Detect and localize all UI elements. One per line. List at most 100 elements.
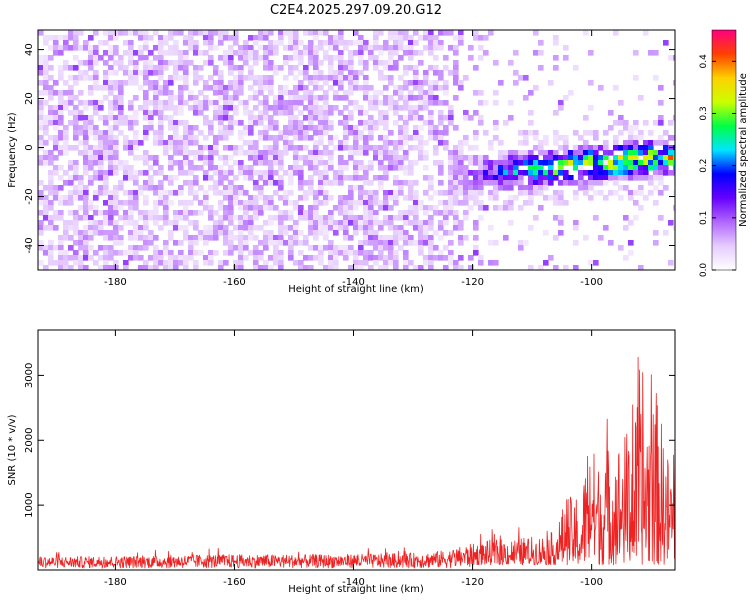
heatmap-cell — [283, 170, 289, 176]
heatmap-cell — [368, 100, 374, 106]
heatmap-cell — [263, 105, 269, 111]
heatmap-cell — [413, 50, 419, 56]
heatmap-cell — [88, 175, 94, 181]
heatmap-cell — [563, 145, 569, 151]
heatmap-cell — [343, 65, 349, 71]
heatmap-cell — [388, 165, 394, 171]
heatmap-cell — [93, 30, 99, 36]
heatmap-cell — [158, 60, 164, 66]
heatmap-cell — [278, 185, 284, 191]
heatmap-cell — [433, 150, 439, 156]
heatmap-cell — [68, 95, 74, 101]
heatmap-cell — [633, 155, 639, 161]
heatmap-cell — [528, 130, 534, 136]
heatmap-cell — [473, 30, 479, 36]
heatmap-cell — [118, 30, 124, 36]
heatmap-cell — [168, 80, 174, 86]
heatmap-cell — [243, 240, 249, 246]
heatmap-cell — [288, 145, 294, 151]
heatmap-cell — [628, 250, 634, 256]
heatmap-cell — [158, 180, 164, 186]
heatmap-cell — [148, 120, 154, 126]
heatmap-cell — [153, 100, 159, 106]
heatmap-cell — [73, 80, 79, 86]
heatmap-cell — [448, 115, 454, 121]
heatmap-cell — [153, 45, 159, 51]
heatmap-cell — [138, 225, 144, 231]
heatmap-cell — [598, 190, 604, 196]
heatmap-cell — [278, 150, 284, 156]
heatmap-cell — [293, 160, 299, 166]
heatmap-cell — [263, 55, 269, 61]
heatmap-cell — [643, 150, 649, 156]
heatmap-cell — [343, 200, 349, 206]
heatmap-cell — [63, 145, 69, 151]
heatmap-cell — [93, 205, 99, 211]
heatmap-cell — [118, 165, 124, 171]
heatmap-cell — [48, 255, 54, 261]
heatmap-cell — [148, 240, 154, 246]
heatmap-cell — [563, 160, 569, 166]
heatmap-cell — [478, 45, 484, 51]
heatmap-cell — [193, 150, 199, 156]
heatmap-cell — [328, 265, 334, 270]
heatmap-cell — [268, 240, 274, 246]
heatmap-cell — [318, 115, 324, 121]
heatmap-cell — [623, 255, 629, 261]
heatmap-cell — [68, 100, 74, 106]
heatmap-cell — [78, 205, 84, 211]
heatmap-cell — [213, 180, 219, 186]
heatmap-cell — [143, 60, 149, 66]
heatmap-cell — [93, 220, 99, 226]
heatmap-cell — [248, 95, 254, 101]
heatmap-cell — [338, 70, 344, 76]
heatmap-cell — [458, 150, 464, 156]
heatmap-cell — [518, 240, 524, 246]
heatmap-cell — [343, 90, 349, 96]
colorbar: 0.00.10.20.30.4 Normalized spectral ampl… — [699, 29, 749, 277]
heatmap-cell — [373, 230, 379, 236]
heatmap-cell — [183, 160, 189, 166]
heatmap-cell — [623, 215, 629, 221]
heatmap-cell — [513, 165, 519, 171]
heatmap-cell — [553, 130, 559, 136]
heatmap-cell — [88, 160, 94, 166]
heatmap-cell — [298, 240, 304, 246]
heatmap-cell — [258, 185, 264, 191]
heatmap-cell — [293, 115, 299, 121]
heatmap-cell — [133, 120, 139, 126]
colorbar-label: Normalized spectral amplitude — [738, 73, 749, 227]
heatmap-cell — [193, 70, 199, 76]
heatmap-cell — [258, 80, 264, 86]
heatmap-cell — [173, 210, 179, 216]
heatmap-cell — [313, 50, 319, 56]
heatmap-cell — [68, 235, 74, 241]
x-tick-label: -120 — [461, 577, 484, 588]
heatmap-cell — [83, 250, 89, 256]
heatmap-cell — [153, 65, 159, 71]
heatmap-cell — [563, 135, 569, 141]
heatmap-cell — [468, 170, 474, 176]
heatmap-cell — [353, 140, 359, 146]
heatmap-cell — [198, 100, 204, 106]
heatmap-cell — [213, 105, 219, 111]
heatmap-cell — [383, 220, 389, 226]
heatmap-cell — [113, 125, 119, 131]
heatmap-cell — [193, 190, 199, 196]
heatmap-cell — [268, 200, 274, 206]
heatmap-cell — [198, 65, 204, 71]
heatmap-cell — [88, 215, 94, 221]
heatmap-cell — [103, 235, 109, 241]
heatmap-cell — [173, 65, 179, 71]
heatmap-cell — [173, 150, 179, 156]
heatmap-cell — [673, 160, 675, 166]
heatmap-cell — [298, 55, 304, 61]
heatmap-cell — [243, 130, 249, 136]
heatmap-cell — [263, 85, 269, 91]
heatmap-cell — [318, 125, 324, 131]
heatmap-cell — [93, 50, 99, 56]
heatmap-cell — [478, 155, 484, 161]
heatmap-cell — [373, 210, 379, 216]
heatmap-cell — [163, 105, 169, 111]
heatmap-cell — [343, 145, 349, 151]
